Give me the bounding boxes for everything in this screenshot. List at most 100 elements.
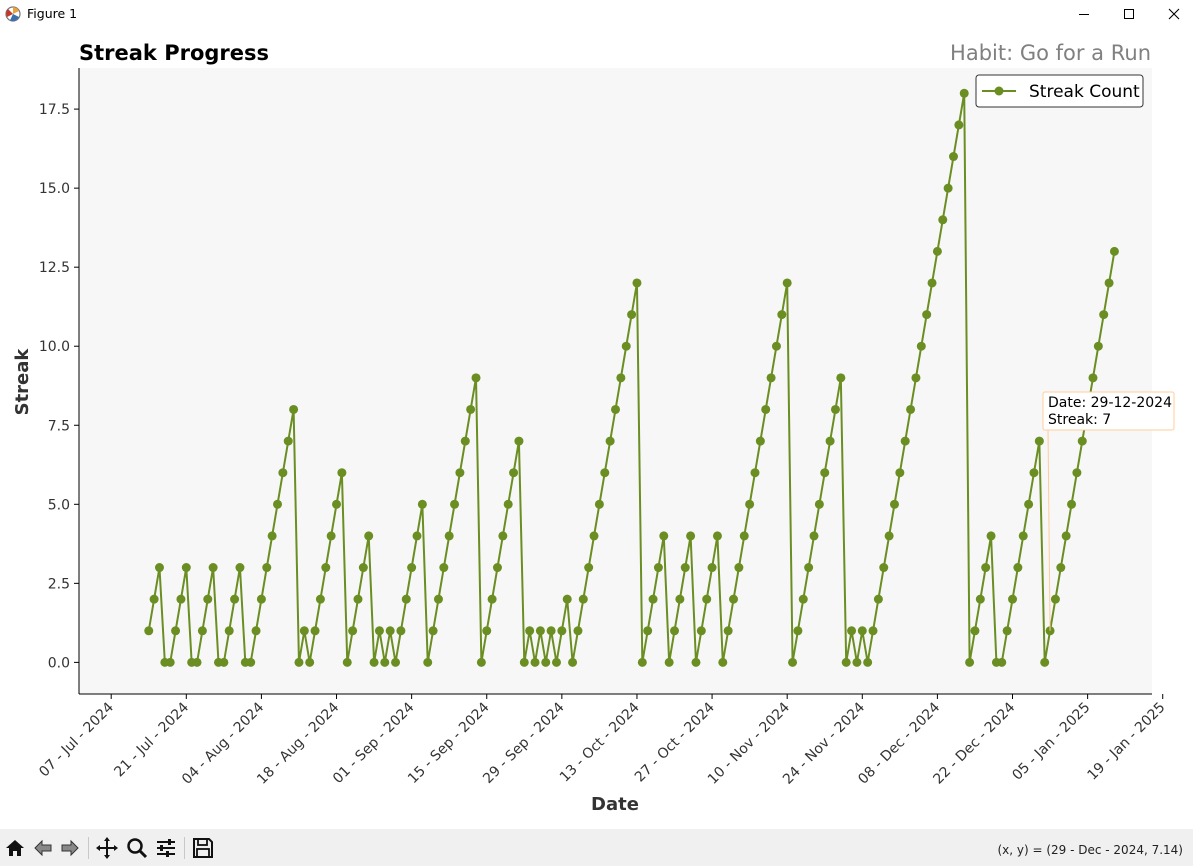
- data-point[interactable]: [1029, 468, 1039, 478]
- data-point[interactable]: [487, 594, 497, 604]
- data-point[interactable]: [702, 594, 712, 604]
- data-point[interactable]: [192, 657, 202, 667]
- data-point[interactable]: [551, 657, 561, 667]
- data-point[interactable]: [519, 657, 529, 667]
- data-point[interactable]: [283, 436, 293, 446]
- data-point[interactable]: [809, 531, 819, 541]
- data-point[interactable]: [600, 468, 610, 478]
- data-point[interactable]: [337, 468, 347, 478]
- legend[interactable]: Streak Count: [975, 74, 1144, 108]
- data-point[interactable]: [643, 626, 653, 636]
- data-point[interactable]: [455, 468, 465, 478]
- data-point[interactable]: [900, 436, 910, 446]
- data-point[interactable]: [450, 499, 460, 509]
- data-point[interactable]: [637, 657, 647, 667]
- data-point[interactable]: [364, 531, 374, 541]
- data-point[interactable]: [954, 120, 964, 130]
- data-point[interactable]: [879, 563, 889, 573]
- data-point[interactable]: [1104, 278, 1114, 288]
- data-point[interactable]: [509, 468, 519, 478]
- data-point[interactable]: [670, 626, 680, 636]
- data-point[interactable]: [578, 594, 588, 604]
- data-point[interactable]: [165, 657, 175, 667]
- data-point[interactable]: [863, 657, 873, 667]
- data-point[interactable]: [171, 626, 181, 636]
- data-point[interactable]: [262, 563, 272, 573]
- data-point[interactable]: [1061, 531, 1071, 541]
- data-point[interactable]: [385, 626, 395, 636]
- data-point[interactable]: [659, 531, 669, 541]
- data-point[interactable]: [219, 657, 229, 667]
- data-point[interactable]: [235, 563, 245, 573]
- data-point[interactable]: [836, 373, 846, 383]
- back-button[interactable]: [30, 836, 56, 860]
- data-point[interactable]: [321, 563, 331, 573]
- data-point[interactable]: [1045, 626, 1055, 636]
- data-point[interactable]: [691, 657, 701, 667]
- data-point[interactable]: [305, 657, 315, 667]
- minimize-button[interactable]: [1061, 0, 1107, 28]
- data-point[interactable]: [584, 563, 594, 573]
- data-point[interactable]: [1093, 341, 1103, 351]
- data-point[interactable]: [938, 215, 948, 225]
- data-point[interactable]: [895, 468, 905, 478]
- data-point[interactable]: [530, 657, 540, 667]
- data-point[interactable]: [1077, 436, 1087, 446]
- data-point[interactable]: [498, 531, 508, 541]
- data-point[interactable]: [380, 657, 390, 667]
- data-point[interactable]: [181, 563, 191, 573]
- data-point[interactable]: [423, 657, 433, 667]
- data-point[interactable]: [224, 626, 234, 636]
- data-point[interactable]: [514, 436, 524, 446]
- data-point[interactable]: [299, 626, 309, 636]
- data-point[interactable]: [906, 404, 916, 414]
- data-point[interactable]: [1109, 246, 1119, 256]
- data-point[interactable]: [1013, 563, 1023, 573]
- data-point[interactable]: [686, 531, 696, 541]
- data-point[interactable]: [1067, 499, 1077, 509]
- data-point[interactable]: [1050, 594, 1060, 604]
- data-point[interactable]: [611, 404, 620, 414]
- data-point[interactable]: [852, 657, 862, 667]
- data-point[interactable]: [761, 404, 771, 414]
- data-point[interactable]: [648, 594, 658, 604]
- data-point[interactable]: [251, 626, 261, 636]
- data-point[interactable]: [294, 657, 304, 667]
- data-point[interactable]: [750, 468, 760, 478]
- data-point[interactable]: [208, 563, 218, 573]
- data-point[interactable]: [959, 88, 969, 98]
- data-point[interactable]: [144, 626, 154, 636]
- data-point[interactable]: [358, 563, 368, 573]
- data-point[interactable]: [948, 152, 958, 162]
- data-point[interactable]: [793, 626, 803, 636]
- data-point[interactable]: [374, 626, 384, 636]
- data-point[interactable]: [621, 341, 631, 351]
- data-point[interactable]: [444, 531, 454, 541]
- data-point[interactable]: [407, 563, 417, 573]
- data-point[interactable]: [814, 499, 824, 509]
- data-point[interactable]: [771, 341, 781, 351]
- data-point[interactable]: [267, 531, 277, 541]
- data-point[interactable]: [739, 531, 749, 541]
- data-point[interactable]: [332, 499, 342, 509]
- data-point[interactable]: [605, 436, 615, 446]
- data-point[interactable]: [847, 626, 857, 636]
- data-point[interactable]: [782, 278, 792, 288]
- data-point[interactable]: [471, 373, 481, 383]
- close-button[interactable]: [1151, 0, 1193, 28]
- data-point[interactable]: [712, 531, 722, 541]
- data-point[interactable]: [428, 626, 438, 636]
- data-point[interactable]: [653, 563, 663, 573]
- data-point[interactable]: [1088, 373, 1098, 383]
- data-point[interactable]: [1040, 657, 1050, 667]
- data-point[interactable]: [203, 594, 213, 604]
- figure-canvas[interactable]: 07 - Jul - 2024 21 - Jul - 2024 04 - Aug -…: [0, 28, 1193, 829]
- data-point[interactable]: [482, 626, 492, 636]
- data-point[interactable]: [401, 594, 411, 604]
- data-point[interactable]: [798, 594, 808, 604]
- data-point[interactable]: [525, 626, 535, 636]
- data-point[interactable]: [589, 531, 599, 541]
- data-point[interactable]: [820, 468, 830, 478]
- data-point[interactable]: [568, 657, 578, 667]
- data-point[interactable]: [916, 341, 926, 351]
